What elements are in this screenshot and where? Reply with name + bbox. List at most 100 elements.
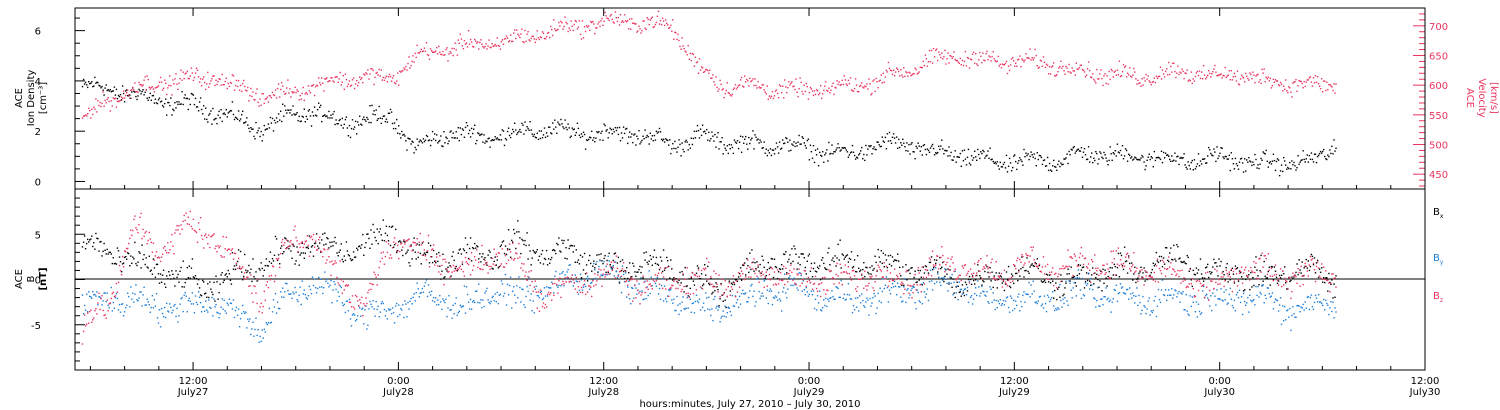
velocity-point bbox=[654, 23, 657, 26]
velocity-point bbox=[542, 32, 545, 35]
density-point bbox=[1287, 166, 1289, 169]
b-bx-point bbox=[371, 243, 373, 245]
b-bx-point bbox=[795, 253, 797, 255]
velocity-point bbox=[1146, 78, 1148, 80]
velocity-point bbox=[1263, 68, 1265, 70]
b-bx-point bbox=[470, 260, 473, 262]
density-point bbox=[1266, 160, 1268, 162]
density-point bbox=[296, 112, 298, 114]
density-point bbox=[1096, 152, 1098, 155]
velocity-point bbox=[820, 85, 822, 87]
b-by-point bbox=[547, 286, 550, 289]
density-point bbox=[653, 134, 656, 137]
b-by-point bbox=[97, 304, 99, 306]
b-bx-point bbox=[1158, 255, 1161, 258]
density-point bbox=[576, 122, 579, 124]
density-point bbox=[430, 139, 433, 142]
top-left-y-label-line2: Ion Density bbox=[26, 70, 37, 127]
b-by-point bbox=[1240, 296, 1243, 298]
b-bx-point bbox=[1139, 271, 1141, 273]
b-by-point bbox=[852, 304, 855, 307]
velocity-point bbox=[660, 23, 663, 26]
b-bx-point bbox=[386, 234, 389, 237]
b-by-point bbox=[152, 307, 155, 309]
density-point bbox=[211, 123, 213, 125]
velocity-point bbox=[628, 28, 630, 30]
b-by-point bbox=[150, 306, 152, 309]
velocity-point bbox=[712, 74, 714, 76]
density-point bbox=[352, 128, 355, 130]
velocity-point bbox=[558, 21, 560, 24]
b-bx-point bbox=[781, 264, 783, 266]
b-by-point bbox=[1112, 298, 1114, 300]
b-bx-point bbox=[721, 294, 723, 296]
b-by-point bbox=[970, 295, 973, 297]
b-by-point bbox=[364, 309, 366, 311]
velocity-point bbox=[305, 91, 307, 94]
b-by-point bbox=[328, 286, 330, 288]
b-by-point bbox=[184, 291, 186, 294]
b-by-point bbox=[558, 284, 560, 287]
velocity-point bbox=[176, 83, 178, 85]
b-by-point bbox=[319, 286, 321, 288]
b-by-point bbox=[177, 321, 179, 323]
velocity-point bbox=[1004, 62, 1007, 65]
velocity-point bbox=[980, 55, 982, 58]
density-point bbox=[1115, 155, 1117, 157]
b-by-point bbox=[1048, 300, 1051, 303]
velocity-point bbox=[98, 104, 100, 107]
b-by-point bbox=[710, 314, 712, 317]
b-bx-point bbox=[1206, 266, 1208, 268]
velocity-point bbox=[1063, 70, 1065, 72]
density-point bbox=[910, 143, 912, 145]
b-bx-point bbox=[521, 238, 523, 241]
b-bx-point bbox=[350, 259, 353, 262]
b-bx-point bbox=[358, 245, 360, 248]
b-bx-point bbox=[1302, 275, 1304, 277]
density-point bbox=[721, 137, 723, 139]
density-point bbox=[170, 97, 172, 99]
density-point bbox=[622, 126, 625, 128]
density-point bbox=[247, 124, 249, 126]
density-point bbox=[409, 138, 411, 140]
velocity-point bbox=[687, 44, 689, 47]
b-bx-point bbox=[814, 270, 817, 272]
density-point bbox=[1206, 162, 1208, 164]
density-point bbox=[331, 117, 333, 119]
b-bx-point bbox=[1220, 260, 1222, 263]
b-by-point bbox=[1150, 310, 1152, 312]
density-point bbox=[642, 135, 644, 137]
b-by-point bbox=[737, 306, 740, 309]
velocity-point bbox=[107, 97, 109, 99]
b-by-point bbox=[583, 283, 586, 285]
b-bx-point bbox=[779, 268, 782, 271]
b-by-point bbox=[245, 311, 247, 313]
b-by-point bbox=[467, 301, 470, 303]
b-by-point bbox=[890, 287, 893, 289]
b-bx-point bbox=[324, 232, 326, 234]
velocity-point bbox=[1114, 70, 1116, 72]
velocity-point bbox=[499, 48, 502, 50]
density-point bbox=[1260, 157, 1262, 160]
velocity-point bbox=[1278, 85, 1281, 87]
b-by-point bbox=[86, 293, 88, 295]
velocity-point bbox=[828, 87, 830, 89]
density-point bbox=[644, 129, 646, 131]
b-by-point bbox=[707, 308, 709, 310]
density-point bbox=[550, 132, 552, 134]
density-point bbox=[684, 141, 686, 143]
b-by-point bbox=[956, 285, 958, 287]
b-bx-point bbox=[193, 277, 196, 279]
b-by-point bbox=[1034, 301, 1036, 304]
density-point bbox=[87, 86, 89, 89]
velocity-point bbox=[1020, 66, 1022, 68]
velocity-point bbox=[1246, 75, 1248, 77]
b-by-point bbox=[168, 311, 170, 313]
velocity-point bbox=[197, 76, 200, 78]
b-bx-point bbox=[1315, 262, 1318, 264]
b-by-point bbox=[528, 276, 530, 279]
density-point bbox=[427, 139, 430, 142]
density-point bbox=[1220, 147, 1222, 149]
b-bx-point bbox=[1070, 266, 1072, 268]
